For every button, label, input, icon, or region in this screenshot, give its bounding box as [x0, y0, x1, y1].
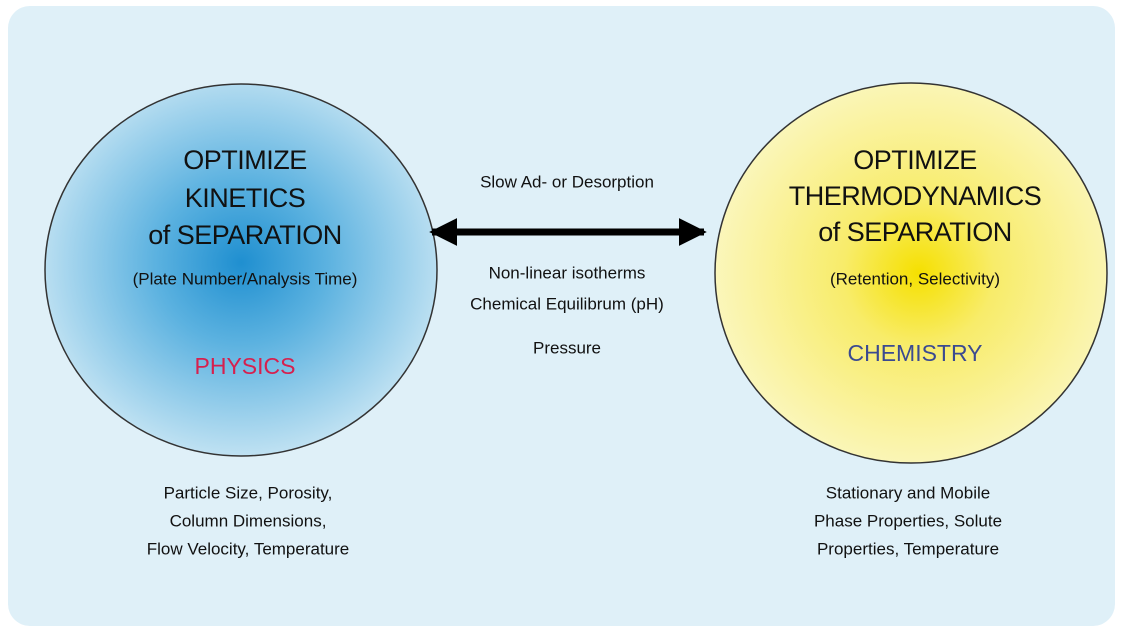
- right-label: CHEMISTRY: [847, 340, 982, 366]
- right-title: of SEPARATION: [818, 217, 1012, 247]
- left-title: OPTIMIZE: [183, 145, 307, 175]
- right-subtitle: (Retention, Selectivity): [830, 269, 1000, 288]
- arrow-top-label: Slow Ad- or Desorption: [480, 172, 654, 191]
- kinetics-circle: [44, 83, 438, 457]
- left-factor: Flow Velocity, Temperature: [147, 539, 350, 558]
- right-title: THERMODYNAMICS: [789, 181, 1042, 211]
- arrow-bottom-label: Non-linear isotherms: [489, 263, 646, 282]
- right-factor: Stationary and Mobile: [826, 483, 990, 502]
- left-title: KINETICS: [185, 183, 306, 213]
- arrow-bottom-label: Chemical Equilibrum (pH): [470, 294, 664, 313]
- left-factor: Particle Size, Porosity,: [164, 483, 333, 502]
- left-factor: Column Dimensions,: [170, 511, 327, 530]
- left-title: of SEPARATION: [148, 220, 342, 250]
- left-label: PHYSICS: [195, 353, 296, 379]
- right-title: OPTIMIZE: [853, 145, 977, 175]
- thermodynamics-circle: [714, 82, 1108, 464]
- right-factor: Properties, Temperature: [817, 539, 999, 558]
- arrow-bottom-label: Pressure: [533, 338, 601, 357]
- right-factor: Phase Properties, Solute: [814, 511, 1002, 530]
- left-subtitle: (Plate Number/Analysis Time): [133, 269, 358, 288]
